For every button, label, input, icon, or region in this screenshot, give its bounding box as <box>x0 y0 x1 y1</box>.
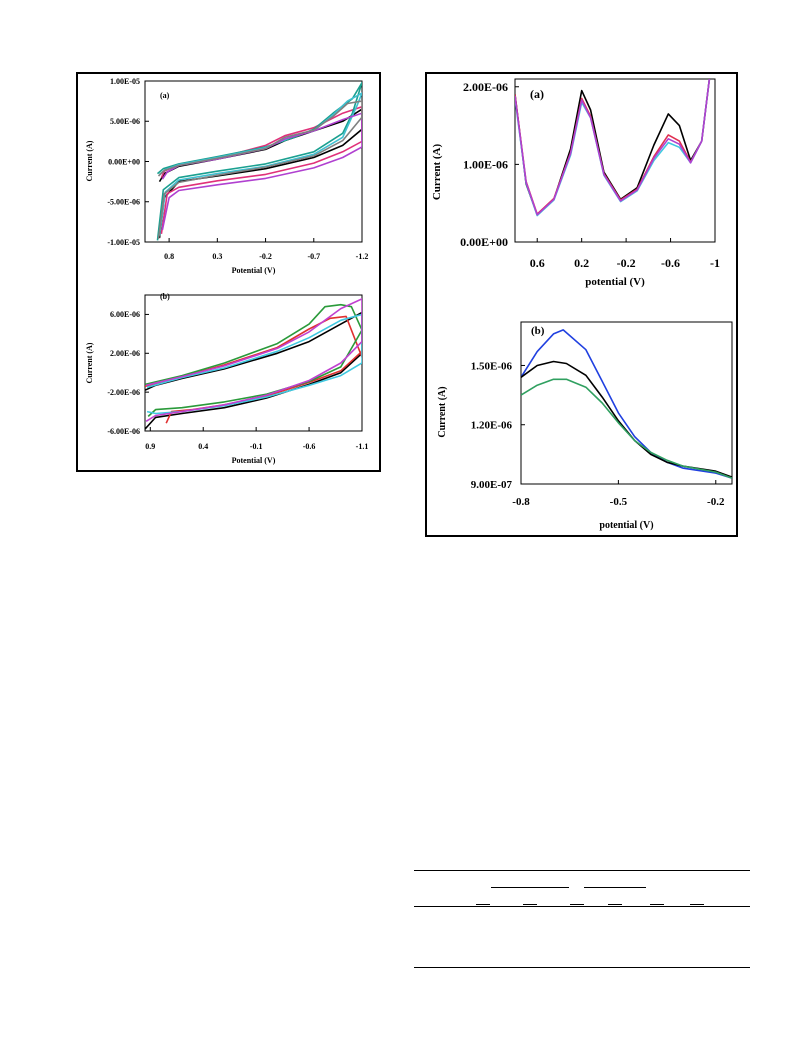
table-bottom-rule <box>414 967 750 968</box>
y-tick-label: -6.00E-06 <box>107 427 140 436</box>
table-header-rule <box>414 906 750 907</box>
x-tick-label: 0.6 <box>530 256 545 270</box>
y-tick-label: 1.20E-06 <box>471 420 513 432</box>
y-tick-label: 0.00E+00 <box>460 235 508 249</box>
table-sub-rule-4 <box>608 904 622 905</box>
y-tick-label: 1.50E-06 <box>471 360 513 372</box>
x-axis-label: Potential (V) <box>232 266 276 275</box>
y-tick-label: -1.00E-05 <box>107 238 140 247</box>
series-line-5 <box>157 100 362 239</box>
table-sub-rule-3 <box>570 904 584 905</box>
chart-cv-a: 1.00E-05 5.00E-06 0.00E+00 -5.00E-06 -1.00E-… <box>85 77 368 275</box>
y-tick-label: -2.00E-06 <box>107 388 140 397</box>
x-tick-label: -0.5 <box>610 496 628 508</box>
series-line-3 <box>515 79 711 216</box>
x-tick-label: 0.3 <box>212 252 222 261</box>
table-top-rule <box>414 870 750 871</box>
table-group-rule-1 <box>491 887 569 888</box>
x-tick-label: -0.2 <box>707 496 725 508</box>
y-axis-label: Current (A) <box>437 386 448 437</box>
series-line-0 <box>521 329 732 479</box>
chart-cv-b: 6.00E-06 2.00E-06 -2.00E-06 -6.00E-06 0.9 0.4… <box>85 292 368 465</box>
chart-dpv-a: 2.00E-06 1.00E-06 0.00E+00 0.6 0.2 -0.2 -0.6 -1… <box>431 78 720 288</box>
x-tick-label: 0.2 <box>574 256 589 270</box>
x-axis-label: Potential (V) <box>232 456 276 465</box>
x-tick-label: -0.6 <box>303 442 316 451</box>
plot-area <box>520 321 733 485</box>
table-sub-rule-5 <box>650 904 664 905</box>
panel-label: (a) <box>160 91 170 100</box>
y-tick-label: 2.00E-06 <box>110 349 140 358</box>
x-tick-label: 0.9 <box>145 442 155 451</box>
series-line-2 <box>145 303 362 417</box>
plot-area <box>144 80 363 243</box>
x-tick-label: -0.1 <box>250 442 263 451</box>
x-tick-label: 0.4 <box>198 442 208 451</box>
chart-dpv-b: 1.50E-06 1.20E-06 9.00E-07 -0.8 -0.5 -0.2 (b) p… <box>437 321 733 531</box>
y-tick-label: 0.00E+00 <box>108 157 140 166</box>
y-tick-label: 6.00E-06 <box>110 310 140 319</box>
table-sub-rule-6 <box>690 904 704 905</box>
y-tick-label: 1.00E-05 <box>110 77 140 86</box>
series-line-4 <box>145 298 362 422</box>
y-tick-label: 2.00E-06 <box>463 80 508 94</box>
x-tick-label: -0.6 <box>661 256 680 270</box>
x-axis-label: potential (V) <box>599 520 653 531</box>
y-tick-label: -5.00E-06 <box>107 198 140 207</box>
table-group-rule-2 <box>584 887 646 888</box>
series-line-0 <box>145 311 362 430</box>
y-tick-label: 1.00E-06 <box>463 158 508 172</box>
x-tick-label: 0.8 <box>164 252 174 261</box>
panel-label: (b) <box>531 325 545 337</box>
y-tick-label: 5.00E-06 <box>110 117 140 126</box>
x-tick-label: -1.2 <box>356 252 369 261</box>
x-tick-label: -0.7 <box>307 252 320 261</box>
x-tick-label: -1 <box>710 256 720 270</box>
y-axis-label: Current (A) <box>85 342 94 383</box>
x-tick-label: -1.1 <box>356 442 369 451</box>
x-axis-label: potential (V) <box>585 276 645 288</box>
table-sub-rule-2 <box>523 904 537 905</box>
series-line-2 <box>521 378 732 479</box>
x-tick-label: -0.2 <box>617 256 636 270</box>
panel-label: (a) <box>530 87 544 101</box>
table-sub-rule-1 <box>476 904 490 905</box>
x-tick-label: -0.8 <box>512 496 530 508</box>
y-axis-label: Current (A) <box>85 140 94 181</box>
x-tick-label: -0.2 <box>259 252 272 261</box>
y-tick-label: 9.00E-07 <box>471 479 513 491</box>
plot-area <box>514 78 716 243</box>
y-axis-label: Current (A) <box>431 144 443 201</box>
panel-label: (b) <box>160 292 170 301</box>
